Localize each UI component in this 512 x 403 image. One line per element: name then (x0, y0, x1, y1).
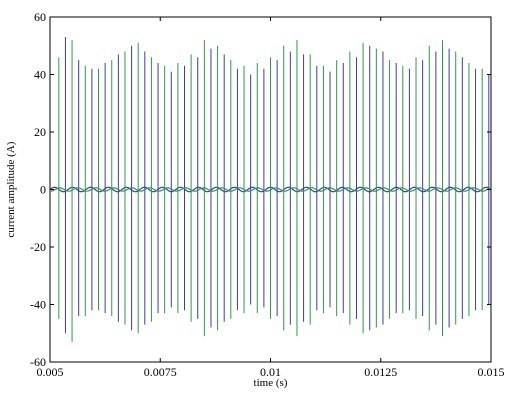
x-tick-label: 0.01 (260, 365, 281, 379)
y-tick-label: -20 (30, 240, 46, 254)
y-tick-label: -40 (30, 298, 46, 312)
y-tick-label: 60 (34, 10, 46, 24)
y-tick-label: 20 (34, 125, 46, 139)
series-1 (49, 40, 492, 342)
y-axis: -60 -40 -20 0 20 40 60 (30, 10, 491, 369)
x-axis-label: time (s) (254, 377, 288, 389)
y-tick-label: 0 (40, 183, 46, 197)
x-axis: 0.005 0.0075 0.01 0.0125 0.015 (37, 17, 505, 379)
plot-area (49, 16, 492, 363)
y-tick-label: -60 (30, 355, 46, 369)
x-tick-label: 0.015 (478, 365, 505, 379)
x-tick-label: 0.0075 (144, 365, 177, 379)
x-tick-label: 0.0125 (364, 365, 397, 379)
y-tick-label: 40 (34, 68, 46, 82)
x-tick-label: 0.005 (37, 365, 64, 379)
y-axis-label: current amplitude (A) (5, 141, 17, 237)
